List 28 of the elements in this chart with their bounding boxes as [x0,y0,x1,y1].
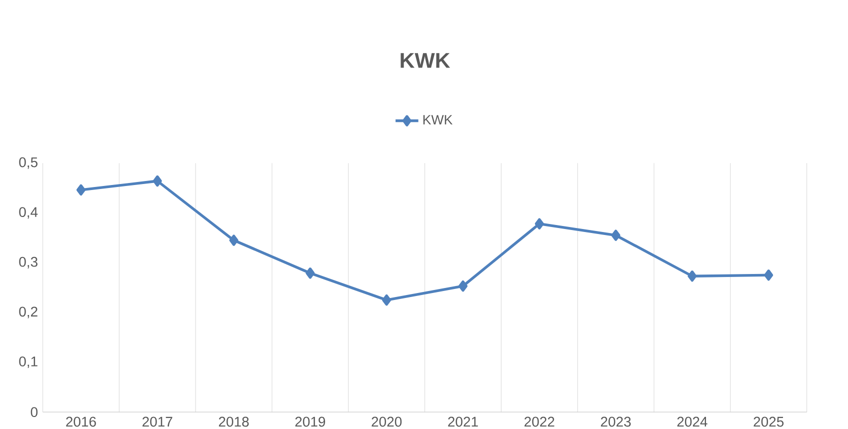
point [382,294,392,306]
point [152,175,162,187]
point [688,270,697,282]
x-tick-label: 2025 [754,416,784,427]
x-tick-label: 2022 [524,416,554,427]
y-tick-label: 0,1 [19,356,38,368]
y-tick-label: 0,3 [19,256,38,268]
point [611,230,620,241]
y-tick-label: 0,5 [19,157,38,169]
point [76,184,86,196]
x-tick-label: 2016 [66,416,96,427]
point [458,280,468,292]
x-tick-label: 2023 [600,416,631,427]
x-tick-label: 2024 [677,416,708,427]
x-tick-label: 2019 [295,416,326,427]
x-tick-label: 2018 [218,416,249,427]
y-tick-label: 0,4 [19,207,38,219]
x-tick-label: 2020 [372,416,402,427]
x-tick-label: 2017 [142,416,172,427]
point [534,218,544,230]
y-tick-label: 0 [30,407,38,418]
point [229,234,238,246]
point [306,268,315,279]
x-tick-label: 2021 [448,416,478,427]
point [764,270,774,281]
legend-label: KWK [423,115,453,124]
y-tick-label: 0,2 [19,306,38,318]
chart-title: KWK [400,53,450,68]
